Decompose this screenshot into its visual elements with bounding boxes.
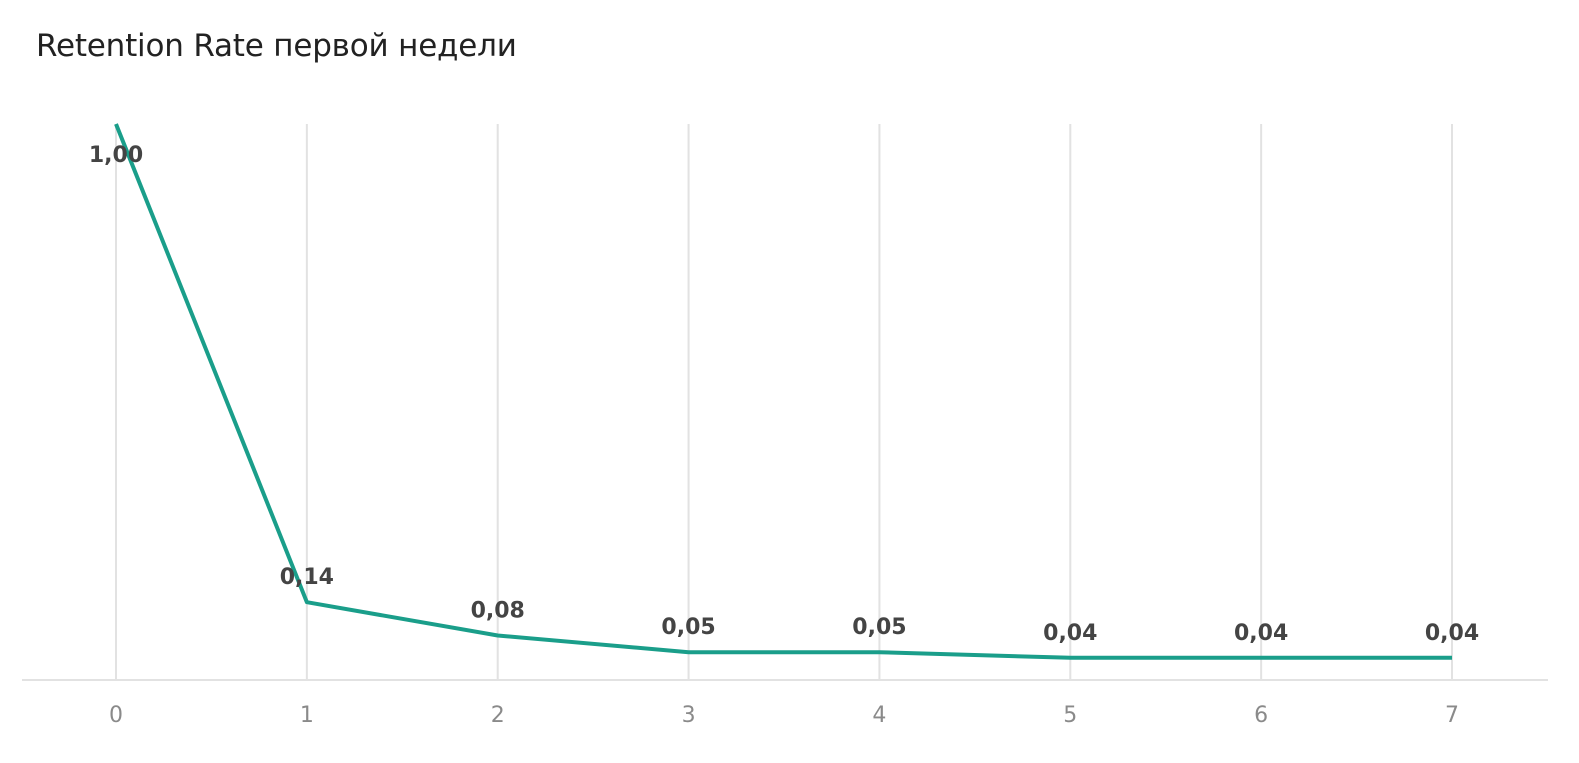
x-tick-label: 6 (1254, 703, 1268, 728)
x-axis-ticks: 0 1 2 3 4 5 6 7 (109, 703, 1459, 728)
data-label: 0,04 (1043, 621, 1097, 646)
x-tick-label: 5 (1063, 703, 1077, 728)
series-layer (114, 123, 1452, 660)
x-tick-label: 0 (109, 703, 123, 728)
chart-title: Retention Rate первой недели (36, 28, 517, 64)
x-tick-label: 2 (491, 703, 505, 728)
data-label: 0,04 (1425, 621, 1479, 646)
data-label: 0,08 (471, 599, 525, 624)
series-line (114, 123, 1452, 660)
x-tick-label: 7 (1445, 703, 1459, 728)
data-labels: 1,00 0,14 0,08 0,05 0,05 0,04 0,04 0,04 (89, 143, 1479, 646)
data-label: 0,04 (1234, 621, 1288, 646)
x-tick-label: 1 (300, 703, 314, 728)
data-label: 0,14 (280, 565, 334, 590)
grid (115, 124, 1453, 680)
x-tick-label: 3 (682, 703, 696, 728)
data-label: 0,05 (852, 615, 906, 640)
x-tick-label: 4 (872, 703, 886, 728)
data-label: 1,00 (89, 143, 143, 168)
data-label: 0,05 (661, 615, 715, 640)
